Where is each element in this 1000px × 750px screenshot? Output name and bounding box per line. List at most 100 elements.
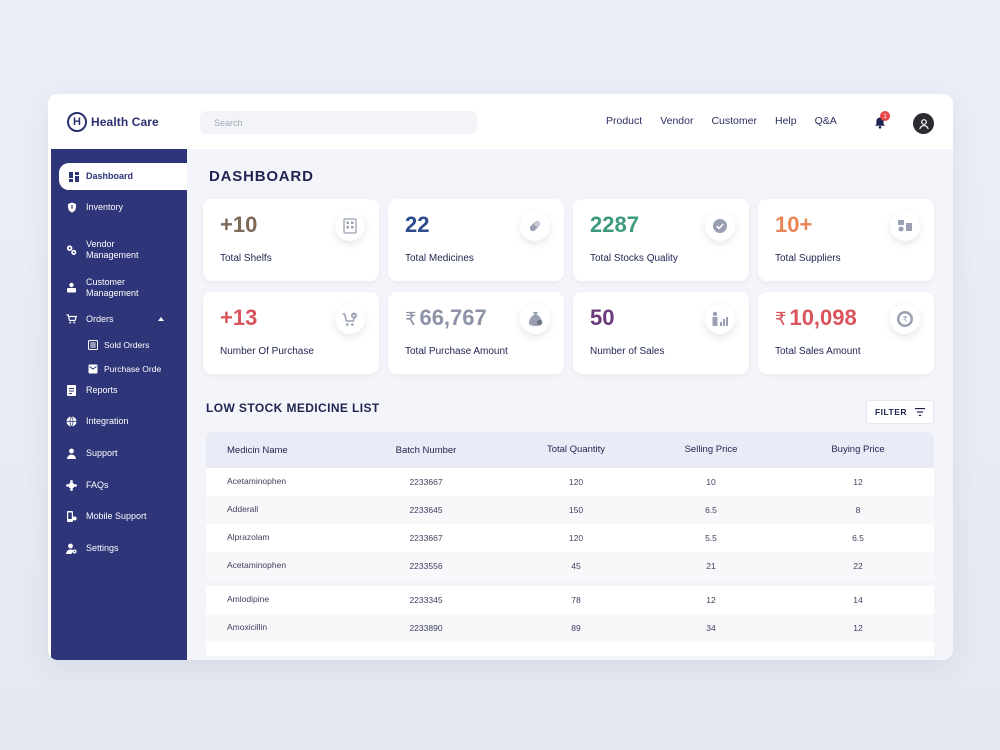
nav-qa-link[interactable]: Q&A: [814, 115, 837, 127]
report-icon: [66, 384, 77, 396]
stat-label: Total Shelfs: [220, 253, 272, 264]
column-header[interactable]: Total Quantity: [546, 444, 606, 455]
stat-card-total-medicines[interactable]: 22 Total Medicines: [388, 199, 564, 281]
stat-value: 22: [405, 212, 430, 237]
cell-batch-number: 2233645: [409, 505, 443, 515]
cell-buying-price: 14: [853, 595, 863, 605]
puzzle-icon: [66, 479, 77, 491]
sidebar-item-dashboard[interactable]: Dashboard: [59, 163, 187, 190]
sidebar-item-faqs[interactable]: FAQs: [51, 479, 187, 491]
sidebar-item-vendor-management[interactable]: Vendor Management: [51, 238, 187, 262]
avatar[interactable]: [913, 113, 934, 134]
page-title: DASHBOARD: [209, 168, 314, 185]
stat-value: 10+: [775, 212, 813, 237]
table-row[interactable]: Adderall 2233645 150 6.5 8: [206, 496, 934, 524]
stat-card-total-stocks-quality[interactable]: 2287 Total Stocks Quality: [573, 199, 749, 281]
table-row[interactable]: Amoxicillin 2233890 89 34 12: [206, 614, 934, 642]
suppliers-icon: [890, 211, 920, 241]
table-footer: [206, 642, 934, 656]
sidebar-item-label: Support: [86, 447, 118, 458]
list-icon: [88, 340, 98, 350]
sidebar-item-label: Inventory: [86, 201, 124, 212]
cell-selling-price: 5.5: [705, 533, 717, 543]
grid-icon: [68, 171, 79, 182]
sidebar-item-integration[interactable]: Integration: [51, 415, 187, 427]
sidebar-subitem-purchase-orders[interactable]: Purchase Orde: [51, 363, 187, 375]
column-header[interactable]: Medicin Name: [227, 445, 288, 456]
section-title-low-stock: LOW STOCK MEDICINE LIST: [206, 401, 380, 415]
cell-selling-price: 12: [706, 595, 716, 605]
stat-card-total-sales-amount[interactable]: ₹10,098 Total Sales Amount ₹: [758, 292, 934, 374]
table-row[interactable]: Acetaminophen 2233556 45 21 22: [206, 552, 934, 580]
stat-amount: ₹10,098: [775, 305, 857, 331]
cell-total-quantity: 120: [568, 533, 584, 543]
nav-product-link[interactable]: Product: [606, 115, 643, 127]
stat-label: Total Medicines: [405, 253, 474, 264]
sidebar-item-inventory[interactable]: Inventory: [51, 201, 187, 213]
stat-card-number-of-purchase[interactable]: +13 Number Of Purchase: [203, 292, 379, 374]
cell-batch-number: 2233890: [409, 623, 443, 633]
app-window: H Health Care Product Vendor Customer He…: [48, 94, 953, 660]
sidebar-item-orders[interactable]: Orders: [51, 313, 187, 325]
cell-buying-price: 12: [853, 477, 863, 487]
sidebar-item-label: Orders: [86, 313, 114, 324]
table-row[interactable]: Amlodipine 2233345 78 12 14: [206, 586, 934, 614]
cell-buying-price: 8: [855, 505, 861, 515]
cell-batch-number: 2233556: [409, 561, 443, 571]
logo[interactable]: H Health Care: [67, 112, 159, 132]
stat-card-total-purchase-amount[interactable]: ₹66,767 Total Purchase Amount: [388, 292, 564, 374]
cell-total-quantity: 89: [571, 623, 581, 633]
low-stock-table: Medicin Name Batch Number Total Quantity…: [206, 432, 934, 656]
cell-total-quantity: 78: [571, 595, 581, 605]
cell-medicine-name: Adderall: [227, 504, 259, 514]
top-header: H Health Care Product Vendor Customer He…: [48, 94, 953, 149]
stat-card-total-shelfs[interactable]: +10 Total Shelfs: [203, 199, 379, 281]
shield-icon: [66, 202, 77, 213]
filter-label: FILTER: [874, 407, 908, 417]
mobile-icon: [66, 510, 77, 522]
sidebar-item-reports[interactable]: Reports: [51, 384, 187, 396]
stat-label: Total Sales Amount: [775, 346, 861, 357]
stat-card-total-suppliers[interactable]: 10+ Total Suppliers: [758, 199, 934, 281]
sidebar-subitem-sold-orders[interactable]: Sold Orders: [51, 339, 187, 351]
nav-help-link[interactable]: Help: [774, 115, 797, 127]
table-header: Medicin Name Batch Number Total Quantity…: [206, 432, 934, 468]
cart-icon: [66, 314, 77, 325]
cell-selling-price: 6.5: [705, 505, 717, 515]
chevron-up-icon[interactable]: [158, 317, 164, 321]
column-header[interactable]: Selling Price: [684, 444, 738, 455]
sidebar-item-support[interactable]: Support: [51, 447, 187, 459]
sidebar-item-label: Reports: [86, 384, 118, 395]
cart-check-icon: [335, 304, 365, 334]
sidebar-item-customer-management[interactable]: Customer Management: [51, 276, 187, 300]
stat-label: Number of Sales: [590, 346, 665, 357]
table-row[interactable]: Alprazolam 2233667 120 5.5 6.5: [206, 524, 934, 552]
column-header[interactable]: Buying Price: [831, 444, 885, 455]
sidebar-item-label: Customer Management: [86, 277, 139, 298]
search-input[interactable]: [200, 111, 477, 134]
nav-vendor-link[interactable]: Vendor: [660, 115, 694, 127]
sidebar-item-settings[interactable]: Settings: [51, 542, 187, 554]
sales-chart-icon: [705, 304, 735, 334]
currency-symbol: ₹: [405, 309, 417, 329]
person-icon: [66, 448, 77, 459]
cell-buying-price: 6.5: [852, 533, 864, 543]
cell-total-quantity: 45: [571, 561, 581, 571]
sidebar-item-mobile-support[interactable]: Mobile Support: [51, 510, 187, 522]
money-bag-icon: [520, 304, 550, 334]
stat-card-number-of-sales[interactable]: 50 Number of Sales: [573, 292, 749, 374]
filter-button[interactable]: FILTER: [866, 400, 934, 424]
svg-text:₹: ₹: [902, 315, 907, 324]
nav-customer-link[interactable]: Customer: [711, 115, 757, 127]
cell-batch-number: 2233667: [409, 477, 443, 487]
sidebar-subitem-label: Sold Orders: [104, 340, 150, 350]
cell-batch-number: 2233345: [409, 595, 443, 605]
table-row[interactable]: Acetaminophen 2233667 120 10 12: [206, 468, 934, 496]
stat-value: 2287: [590, 212, 639, 237]
currency-symbol: ₹: [775, 309, 787, 329]
column-header[interactable]: Batch Number: [395, 445, 457, 456]
sidebar-item-label: Dashboard: [86, 171, 134, 181]
pill-icon: [520, 211, 550, 241]
stat-value: 10,098: [789, 305, 857, 330]
stat-label: Total Stocks Quality: [590, 253, 678, 264]
